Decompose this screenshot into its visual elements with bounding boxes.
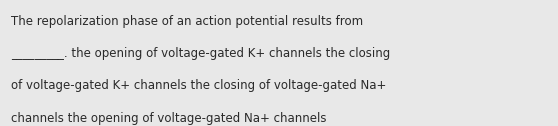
Text: of voltage-gated K+ channels the closing of voltage-gated Na+: of voltage-gated K+ channels the closing… (11, 79, 387, 92)
Text: The repolarization phase of an action potential results from: The repolarization phase of an action po… (11, 15, 363, 28)
Text: channels the opening of voltage-gated Na+ channels: channels the opening of voltage-gated Na… (11, 112, 326, 124)
Text: _________. the opening of voltage-gated K+ channels the closing: _________. the opening of voltage-gated … (11, 47, 391, 60)
